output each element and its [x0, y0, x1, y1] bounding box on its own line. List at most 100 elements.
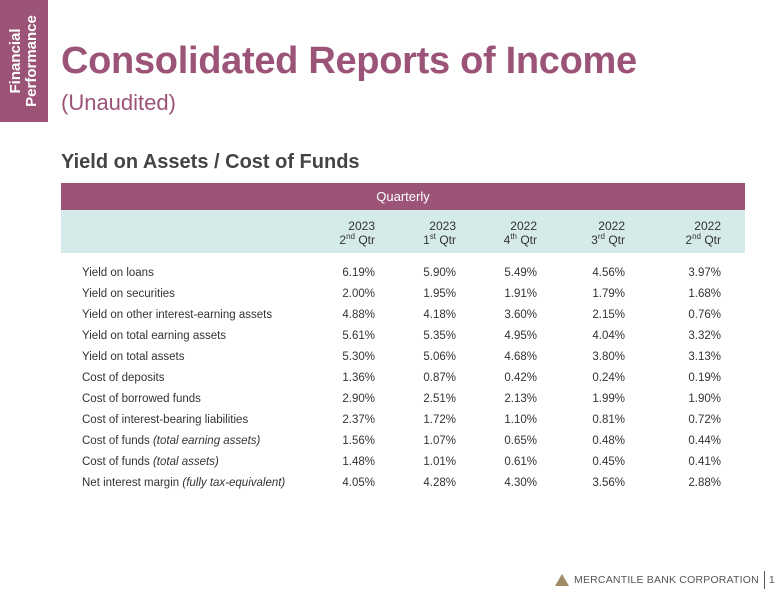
company-name: MERCANTILE BANK CORPORATION [574, 574, 759, 586]
column-quarter: 4th Qtr [503, 232, 537, 248]
column-quarter: 2nd Qtr [685, 232, 721, 248]
table-cell: 4.18% [423, 309, 456, 321]
table-cell: 4.95% [504, 330, 537, 342]
table-row: Net interest margin (fully tax-equivalen… [61, 474, 745, 495]
table-cell: 2.37% [342, 414, 375, 426]
table-cell: 5.06% [423, 351, 456, 363]
side-tab-line2: Performance [23, 15, 40, 107]
table-cell: 1.99% [592, 393, 625, 405]
row-label: Yield on total earning assets [82, 330, 227, 342]
column-header-band: 2023 2nd Qtr 2023 1st Qtr 2022 4th Qtr 2… [61, 210, 745, 253]
table-cell: 4.56% [592, 267, 625, 279]
table-cell: 1.10% [504, 414, 537, 426]
table-cell: 0.48% [592, 435, 625, 447]
row-label: Yield on loans [82, 267, 154, 279]
triangle-logo-icon [555, 574, 569, 586]
table-cell: 2.00% [342, 288, 375, 300]
column-quarter: 1st Qtr [423, 232, 456, 248]
page-footer: MERCANTILE BANK CORPORATION 14 [555, 571, 775, 589]
row-label: Yield on securities [82, 288, 175, 300]
table-cell: 0.87% [423, 372, 456, 384]
side-tab-line1: Financial [7, 28, 24, 94]
table-row: Yield on securities 2.00% 1.95% 1.91% 1.… [61, 285, 745, 306]
table-cell: 0.61% [504, 456, 537, 468]
table-cell: 3.56% [592, 477, 625, 489]
column-year: 2022 [510, 219, 537, 233]
table-cell: 1.91% [504, 288, 537, 300]
table-cell: 0.45% [592, 456, 625, 468]
table-row: Yield on loans 6.19% 5.90% 5.49% 4.56% 3… [61, 264, 745, 285]
table-cell: 5.61% [342, 330, 375, 342]
side-tab-label: Financial Performance [7, 15, 40, 107]
table-cell: 2.51% [423, 393, 456, 405]
table-row: Yield on other interest-earning assets 4… [61, 306, 745, 327]
row-label: Cost of deposits [82, 372, 165, 384]
table-row: Cost of borrowed funds 2.90% 2.51% 2.13%… [61, 390, 745, 411]
column-quarter: 2nd Qtr [339, 232, 375, 248]
table-cell: 1.36% [342, 372, 375, 384]
table-cell: 1.72% [423, 414, 456, 426]
table-cell: 4.04% [592, 330, 625, 342]
table-row: Cost of interest-bearing liabilities 2.3… [61, 411, 745, 432]
table-cell: 0.42% [504, 372, 537, 384]
table-cell: 1.95% [423, 288, 456, 300]
table-cell: 3.13% [688, 351, 721, 363]
table-cell: 5.90% [423, 267, 456, 279]
table-cell: 3.32% [688, 330, 721, 342]
table-cell: 0.24% [592, 372, 625, 384]
page-number: 14 [768, 574, 775, 586]
row-label: Cost of funds (total assets) [82, 456, 219, 468]
table-cell: 2.15% [592, 309, 625, 321]
table-row: Yield on total assets 5.30% 5.06% 4.68% … [61, 348, 745, 369]
quarterly-banner: Quarterly [61, 183, 745, 210]
table-cell: 0.44% [688, 435, 721, 447]
table-cell: 0.72% [688, 414, 721, 426]
table-cell: 1.48% [342, 456, 375, 468]
table-cell: 0.19% [688, 372, 721, 384]
table-cell: 2.90% [342, 393, 375, 405]
page-title: Consolidated Reports of Income [61, 40, 637, 82]
table-cell: 3.97% [688, 267, 721, 279]
row-label: Net interest margin (fully tax-equivalen… [82, 477, 286, 489]
table-cell: 1.68% [688, 288, 721, 300]
section-side-tab: Financial Performance [0, 0, 48, 122]
yield-cost-table: Quarterly 2023 2nd Qtr 2023 1st Qtr 2022… [61, 183, 745, 495]
row-label: Cost of funds (total earning assets) [82, 435, 261, 447]
column-year: 2023 [348, 219, 375, 233]
row-label: Yield on total assets [82, 351, 185, 363]
row-label: Yield on other interest-earning assets [82, 309, 273, 321]
table-cell: 2.13% [504, 393, 537, 405]
column-year: 2022 [694, 219, 721, 233]
footer-divider [763, 571, 765, 589]
table-cell: 0.65% [504, 435, 537, 447]
table-row: Yield on total earning assets 5.61% 5.35… [61, 327, 745, 348]
table-cell: 2.88% [688, 477, 721, 489]
table-cell: 1.79% [592, 288, 625, 300]
row-label: Cost of borrowed funds [82, 393, 201, 405]
table-cell: 4.30% [504, 477, 537, 489]
page-subtitle: (Unaudited) [61, 90, 176, 115]
table-row: Cost of funds (total assets) 1.48% 1.01%… [61, 453, 745, 474]
table-row: Cost of funds (total earning assets) 1.5… [61, 432, 745, 453]
table-body: Yield on loans 6.19% 5.90% 5.49% 4.56% 3… [61, 264, 745, 495]
table-cell: 4.05% [342, 477, 375, 489]
table-cell: 6.19% [342, 267, 375, 279]
table-cell: 1.56% [342, 435, 375, 447]
table-cell: 4.28% [423, 477, 456, 489]
section-title: Yield on Assets / Cost of Funds [61, 151, 360, 173]
table-cell: 4.68% [504, 351, 537, 363]
column-header: 2023 1st Qtr [386, 219, 456, 247]
column-quarter: 3rd Qtr [591, 232, 625, 248]
column-header: 2023 2nd Qtr [305, 219, 375, 247]
table-cell: 3.60% [504, 309, 537, 321]
table-cell: 0.81% [592, 414, 625, 426]
table-cell: 0.76% [688, 309, 721, 321]
table-cell: 3.80% [592, 351, 625, 363]
column-year: 2022 [598, 219, 625, 233]
column-header: 2022 4th Qtr [467, 219, 537, 247]
table-row: Cost of deposits 1.36% 0.87% 0.42% 0.24%… [61, 369, 745, 390]
table-cell: 1.07% [423, 435, 456, 447]
row-label: Cost of interest-bearing liabilities [82, 414, 249, 426]
column-header: 2022 3rd Qtr [555, 219, 625, 247]
table-cell: 5.49% [504, 267, 537, 279]
